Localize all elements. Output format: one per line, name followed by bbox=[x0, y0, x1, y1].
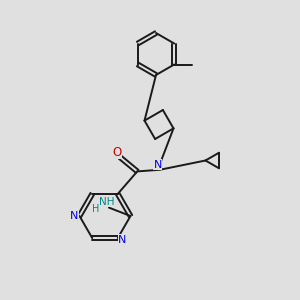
Text: O: O bbox=[112, 146, 122, 159]
Text: H: H bbox=[92, 203, 100, 214]
Text: NH: NH bbox=[99, 197, 114, 207]
Text: N: N bbox=[70, 211, 78, 221]
Text: N: N bbox=[154, 160, 162, 170]
Text: N: N bbox=[118, 235, 126, 244]
